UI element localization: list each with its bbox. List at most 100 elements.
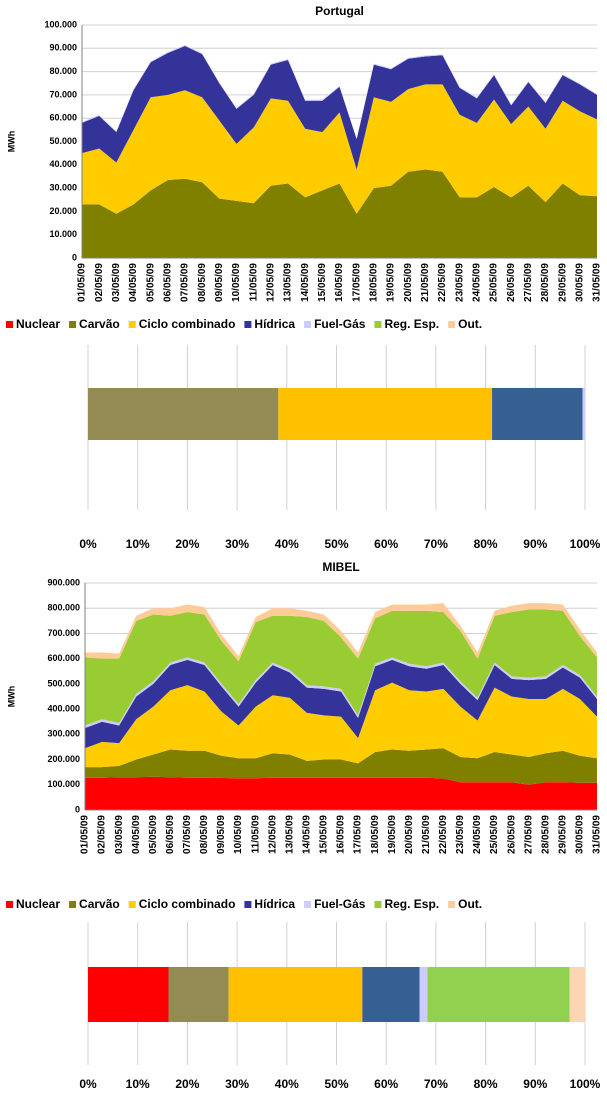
bar-segment (88, 388, 279, 440)
legend-label: Fuel-Gás (314, 897, 366, 911)
legend-swatch (448, 321, 456, 328)
x-tick-label: 16/05/09 (334, 263, 345, 302)
x-tick-label: 26/05/09 (506, 815, 517, 854)
x-tick-label: 04/05/09 (131, 815, 142, 854)
y-tick-label: 40.000 (49, 159, 77, 169)
x-tick-label: 18/05/09 (368, 263, 379, 302)
x-tick-label: 03/05/09 (114, 815, 125, 854)
chart-title: Portugal (315, 4, 364, 18)
x-tick-label: 13/05/09 (283, 263, 294, 302)
y-tick-label: 80.000 (49, 66, 77, 76)
bar-segment (492, 388, 583, 440)
legend-label: Carvão (79, 897, 120, 911)
x-tick-label: 07/05/09 (180, 263, 191, 302)
bar-segment (569, 967, 585, 1022)
x-tick-label: 01/05/09 (80, 815, 91, 854)
y-tick-label: 200.000 (47, 754, 80, 764)
x-tick-label: 20% (175, 537, 199, 551)
x-tick-label: 30% (225, 1077, 249, 1091)
area (82, 84, 597, 214)
x-tick-label: 13/05/09 (284, 815, 295, 854)
x-tick-label: 90% (523, 1077, 547, 1091)
bar-segment (168, 967, 229, 1022)
legend-swatch (128, 901, 136, 908)
legend-swatch (128, 321, 136, 328)
bar-segment (419, 967, 428, 1022)
legend-swatch (374, 901, 382, 908)
legend-label: Out. (458, 317, 482, 331)
x-tick-label: 40% (275, 1077, 299, 1091)
x-tick-label: 11/05/09 (250, 815, 261, 854)
bar-segment (582, 388, 585, 440)
legend-swatch (6, 901, 13, 908)
area (85, 603, 597, 662)
y-tick-label: 100.000 (47, 779, 80, 789)
x-tick-label: 24/05/09 (471, 263, 482, 302)
x-tick-label: 100% (570, 1077, 601, 1091)
legend-swatch (244, 321, 252, 328)
x-tick-label: 20/05/09 (404, 815, 415, 854)
y-tick-label: 60.000 (49, 113, 77, 123)
x-tick-label: 09/05/09 (216, 815, 227, 854)
x-tick-label: 09/05/09 (214, 263, 225, 302)
legend-swatch (244, 901, 252, 908)
x-tick-label: 20/05/09 (403, 263, 414, 302)
y-tick-label: 10.000 (49, 229, 77, 239)
y-tick-label: 600.000 (47, 653, 80, 663)
x-tick-label: 80% (474, 537, 498, 551)
x-tick-label: 29/05/09 (558, 815, 569, 854)
legend-label: Hídrica (254, 897, 295, 911)
x-tick-label: 05/05/09 (145, 263, 156, 302)
x-tick-label: 50% (324, 537, 348, 551)
area (85, 776, 597, 810)
x-tick-label: 06/05/09 (162, 263, 173, 302)
x-tick-label: 80% (474, 1077, 498, 1091)
x-tick-label: 20% (175, 1077, 199, 1091)
bar-segment (278, 388, 493, 440)
y-tick-label: 900.000 (47, 577, 80, 587)
x-tick-label: 11/05/09 (248, 263, 259, 302)
x-tick-label: 17/05/09 (353, 815, 364, 854)
x-tick-label: 30% (225, 537, 249, 551)
x-tick-label: 22/05/09 (437, 263, 448, 302)
x-tick-label: 12/05/09 (267, 815, 278, 854)
area (82, 169, 597, 258)
y-axis-label: MWh (6, 686, 16, 708)
x-tick-label: 04/05/09 (128, 263, 139, 302)
x-tick-label: 18/05/09 (370, 815, 381, 854)
area (85, 609, 597, 726)
x-tick-label: 29/05/09 (557, 263, 568, 302)
y-tick-label: 20.000 (49, 206, 77, 216)
x-tick-label: 02/05/09 (94, 263, 105, 302)
bar-segment (88, 967, 169, 1022)
bar-segment (427, 967, 570, 1022)
x-tick-label: 40% (275, 537, 299, 551)
x-tick-label: 19/05/09 (387, 815, 398, 854)
x-tick-label: 21/05/09 (420, 263, 431, 302)
legend-label: Reg. Esp. (384, 317, 439, 331)
x-tick-label: 07/05/09 (182, 815, 193, 854)
x-tick-label: 27/05/09 (523, 815, 534, 854)
y-axis-label: MWh (6, 131, 16, 153)
y-tick-label: 0 (75, 804, 80, 814)
legend-swatch (69, 901, 77, 908)
y-tick-label: 50.000 (49, 136, 77, 146)
legend-label: Nuclear (16, 317, 60, 331)
x-tick-label: 15/05/09 (317, 263, 328, 302)
x-tick-label: 28/05/09 (540, 815, 551, 854)
legend-label: Out. (458, 897, 482, 911)
x-tick-label: 26/05/09 (506, 263, 517, 302)
bar-segment (362, 967, 420, 1022)
x-tick-label: 27/05/09 (523, 263, 534, 302)
legend-label: Carvão (79, 317, 120, 331)
x-tick-label: 28/05/09 (540, 263, 551, 302)
legend-label: Fuel-Gás (314, 317, 366, 331)
x-tick-label: 02/05/09 (97, 815, 108, 854)
legend-label: Ciclo combinado (139, 317, 236, 331)
legend-swatch (448, 901, 456, 908)
x-tick-label: 25/05/09 (489, 815, 500, 854)
area (82, 45, 597, 140)
y-tick-label: 0 (72, 252, 77, 262)
x-tick-label: 31/05/09 (592, 815, 603, 854)
